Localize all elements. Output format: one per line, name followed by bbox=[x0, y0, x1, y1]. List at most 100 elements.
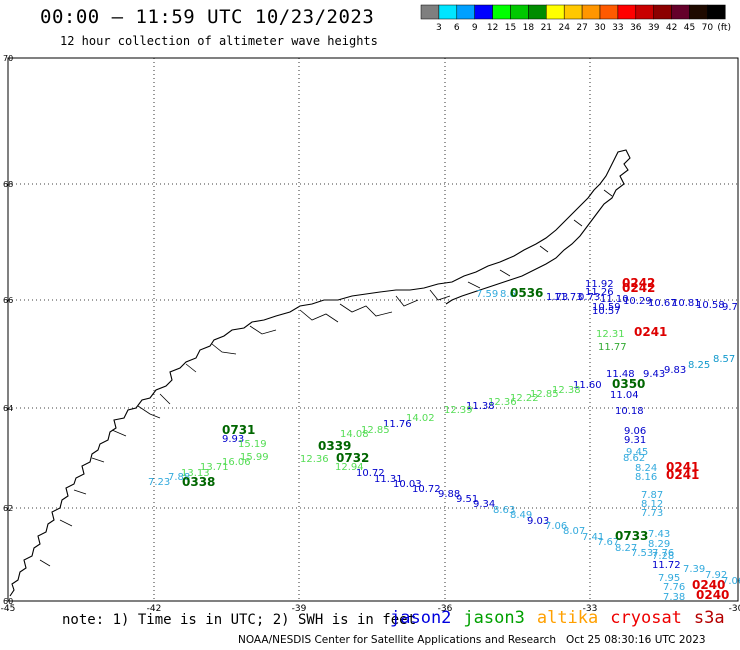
map-frame bbox=[7, 57, 739, 602]
lat-tick-label: 64 bbox=[3, 404, 13, 413]
wave-height-label: 8.6 bbox=[500, 289, 516, 300]
wave-height-label: 10.72 bbox=[412, 484, 441, 495]
colorbar-swatch bbox=[456, 4, 475, 20]
wave-height-label: 8.57 bbox=[713, 354, 735, 365]
wave-height-label: 15.19 bbox=[238, 439, 267, 450]
colorbar-swatch bbox=[563, 4, 583, 20]
graticule bbox=[8, 58, 738, 601]
colorbar-label: 12 bbox=[487, 23, 498, 33]
colorbar-label: 9 bbox=[472, 23, 478, 33]
lat-tick-label: 60 bbox=[3, 597, 13, 606]
wave-height-label: 8.63 bbox=[493, 505, 515, 516]
colorbar-swatch bbox=[420, 4, 440, 20]
pass-time-label: 0242 bbox=[622, 281, 655, 295]
wave-height-label: 7.06 bbox=[545, 521, 567, 532]
colorbar-swatch bbox=[635, 4, 654, 20]
wave-height-label: 10.72 bbox=[356, 468, 385, 479]
colorbar-label: 3 bbox=[436, 23, 442, 33]
wave-height-label: 7.43 bbox=[648, 529, 670, 540]
colorbar: 3 6 9 12 15 18 21 24 27 30 33 36 39 42 45 70 (ft) bbox=[420, 4, 731, 33]
lat-tick-label: 68 bbox=[3, 180, 13, 189]
wave-height-label: 10.18 bbox=[615, 406, 644, 417]
wave-height-label: 8.16 bbox=[635, 472, 657, 483]
wave-height-label: 11.31 bbox=[374, 474, 403, 485]
wave-height-label: 12.22 bbox=[510, 393, 539, 404]
pass-time-label: 0241 bbox=[666, 468, 699, 482]
pass-time-label: 0732 bbox=[336, 451, 369, 465]
wave-height-label: 9.06 bbox=[624, 426, 646, 437]
wave-height-label: 7.41 bbox=[582, 532, 604, 543]
credit-line: NOAA/NESDIS Center for Satellite Applica… bbox=[238, 634, 706, 646]
colorbar-label: 45 bbox=[684, 23, 695, 33]
wave-height-label: 7.88 bbox=[168, 472, 190, 483]
colorbar-swatch bbox=[546, 4, 565, 20]
wave-height-label: 9.45 bbox=[626, 447, 648, 458]
wave-height-label: 11.60 bbox=[573, 380, 602, 391]
wave-height-label: 12.36 bbox=[300, 454, 329, 465]
colorbar-label: 42 bbox=[666, 23, 677, 33]
pass-time-label: 0240 bbox=[692, 578, 725, 592]
lon-tick-label: -36 bbox=[438, 604, 453, 614]
pass-time-label: 0240 bbox=[696, 588, 729, 602]
colorbar-swatch bbox=[581, 4, 601, 20]
pass-time-label: 0242 bbox=[622, 276, 655, 290]
colorbar-label: 33 bbox=[612, 23, 623, 33]
colorbar-swatch bbox=[474, 4, 493, 20]
pass-time-label: 0350 bbox=[612, 377, 645, 391]
colorbar-label: 24 bbox=[558, 23, 570, 33]
wave-height-label: 9.93 bbox=[222, 434, 244, 445]
colorbar-label: 39 bbox=[648, 23, 660, 33]
wave-height-label: 9.51 bbox=[456, 494, 478, 505]
greenland-fjords bbox=[39, 189, 613, 567]
colorbar-swatch bbox=[653, 4, 672, 20]
wave-height-label: 14.02 bbox=[406, 413, 435, 424]
wave-height-label: 11.04 bbox=[610, 390, 639, 401]
colorbar-swatch bbox=[510, 4, 529, 20]
wave-height-label: 13.71 bbox=[200, 462, 229, 473]
wave-height-label: 7.23 bbox=[148, 477, 170, 488]
wave-height-label: 10.57 bbox=[592, 306, 621, 317]
lon-tick-label: -30 bbox=[729, 604, 740, 614]
pass-time-label: 0733 bbox=[615, 529, 648, 543]
wave-height-label: 7.53 bbox=[631, 548, 653, 559]
wave-height-label: 12.38 bbox=[552, 385, 581, 396]
wave-height-label: 8.07 bbox=[563, 526, 585, 537]
wave-height-label: 7.67 bbox=[597, 537, 619, 548]
pass-time-label: 0241 bbox=[666, 460, 699, 474]
colorbar-swatch bbox=[599, 4, 619, 20]
wave-height-label: 8.29 bbox=[648, 539, 670, 550]
wave-height-label: 12.85 bbox=[361, 425, 390, 436]
wave-height-label: 9.88 bbox=[438, 489, 460, 500]
wave-height-label: 8.49 bbox=[510, 510, 532, 521]
legend-altika: altika bbox=[536, 608, 599, 628]
colorbar-label: 30 bbox=[594, 23, 606, 33]
wave-height-label: 7.76 bbox=[652, 548, 674, 559]
wave-height-label: 7.06 bbox=[722, 576, 740, 587]
lat-tick-label: 62 bbox=[3, 504, 13, 513]
wave-height-label: 10.67 bbox=[648, 298, 677, 309]
wave-height-label: 9.83 bbox=[664, 365, 686, 376]
wave-height-label: 7.92 bbox=[705, 570, 727, 581]
wave-height-label: 7.76 bbox=[663, 582, 685, 593]
wave-height-label: 12.36 bbox=[488, 397, 517, 408]
wave-height-label: 13.13 bbox=[181, 468, 210, 479]
wave-height-label: 7.28 bbox=[652, 551, 674, 562]
wave-height-label: 10.59 bbox=[592, 302, 621, 313]
wave-height-label: 7.87 bbox=[641, 490, 663, 501]
wave-height-label: 12.39 bbox=[444, 405, 473, 416]
lon-tick-label: -42 bbox=[147, 604, 162, 614]
wave-height-label: 10.58 bbox=[696, 300, 725, 311]
legend-jason3: jason3 bbox=[463, 608, 525, 628]
wave-height-label: 7.59 bbox=[476, 289, 498, 300]
wave-height-label: 16.06 bbox=[222, 457, 251, 468]
wave-height-label: 8.24 bbox=[635, 463, 657, 474]
wave-height-label: 10.29 bbox=[623, 296, 652, 307]
wave-height-label: 11.38 bbox=[466, 401, 495, 412]
colorbar-label: 21 bbox=[541, 23, 552, 33]
colorbar-label: 6 bbox=[454, 23, 460, 33]
wave-height-label: 9.7 bbox=[722, 302, 738, 313]
lon-tick-label: -33 bbox=[583, 604, 598, 614]
wave-height-label: 8.27 bbox=[615, 543, 637, 554]
